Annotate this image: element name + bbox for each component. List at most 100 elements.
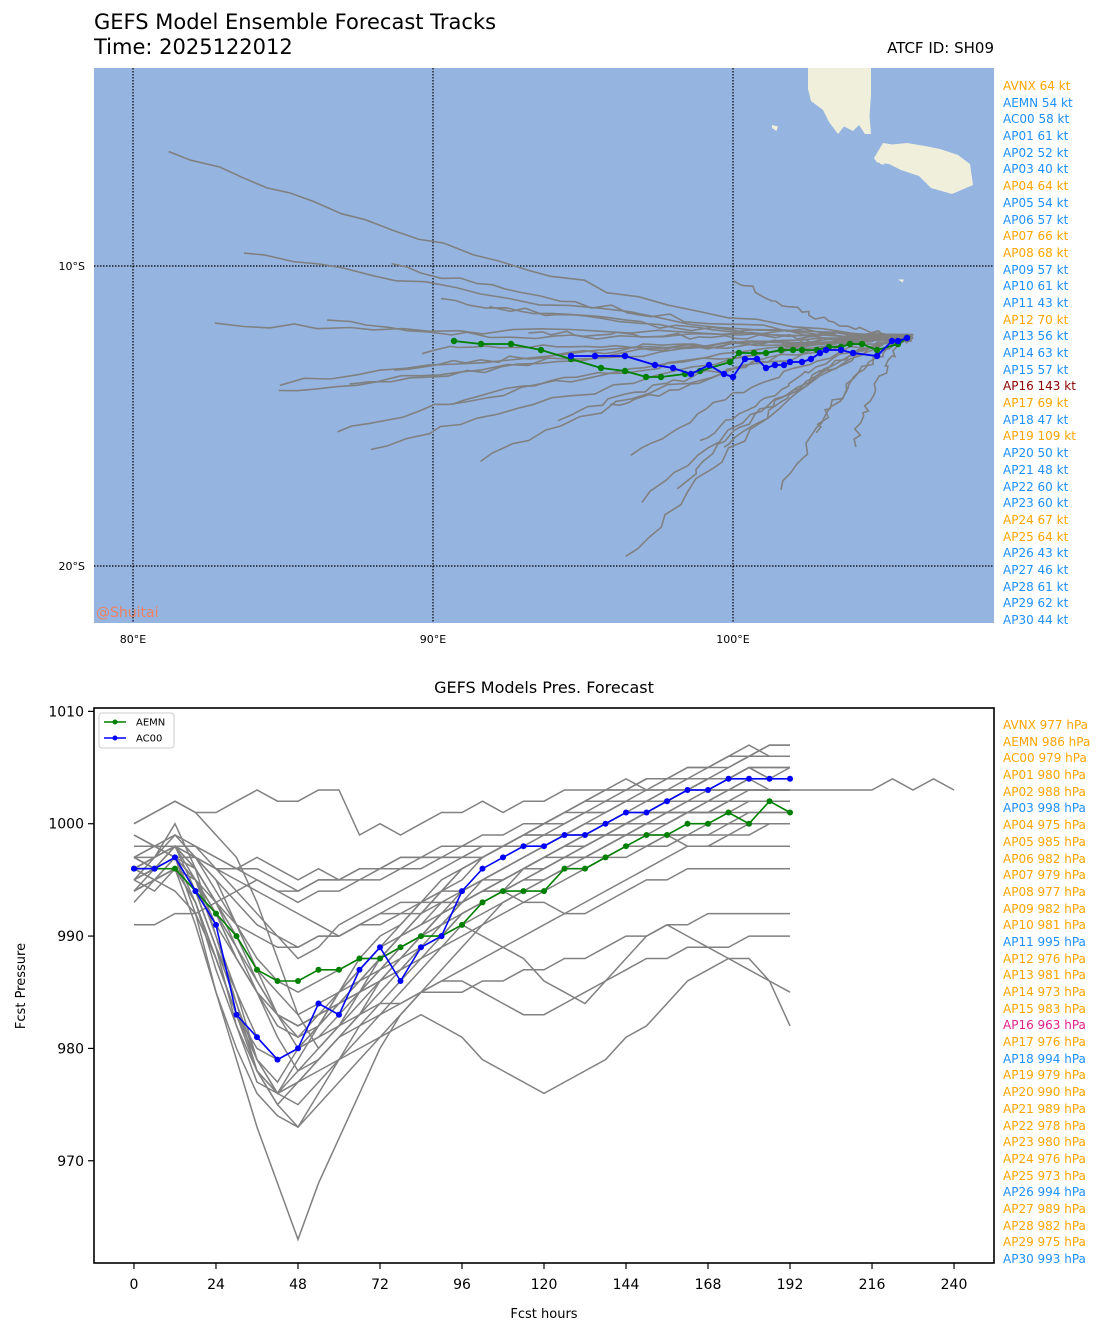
pressure-legend-entry: AP21 989 hPa: [1003, 1101, 1086, 1116]
pressure-point-ac00: [520, 843, 527, 850]
pressure-point-aemn: [664, 831, 671, 838]
pressure-point-ac00: [458, 888, 465, 895]
pressure-point-ac00: [253, 1034, 260, 1041]
pressure-legend-entry: AP30 993 hPa: [1003, 1252, 1086, 1266]
pressure-point-aemn: [458, 921, 465, 928]
intensity-legend-entry: AP12 70 kt: [1003, 312, 1069, 327]
pressure-point-aemn: [356, 955, 363, 962]
lon-tick-label: 80°E: [120, 633, 146, 646]
track-point-aemn: [777, 346, 785, 354]
watermark: @Shuitai: [96, 605, 158, 621]
track-point-aemn: [621, 367, 629, 375]
intensity-legend-entry: AP29 62 kt: [1003, 596, 1069, 611]
pressure-point-aemn: [212, 910, 219, 917]
pressure-legend-entry: AP01 980 hPa: [1003, 768, 1086, 783]
x-tick-label: 0: [130, 1277, 139, 1293]
pressure-point-aemn: [376, 955, 383, 962]
intensity-legend-entry: AP07 66 kt: [1003, 229, 1069, 244]
track-point-aemn: [750, 349, 758, 357]
track-point-aemn: [762, 349, 770, 357]
track-point-aemn: [873, 346, 881, 354]
intensity-legend-entry: AP16 143 kt: [1003, 379, 1076, 394]
map-title: GEFS Model Ensemble Forecast Tracks: [94, 10, 497, 34]
graticule: [94, 68, 994, 623]
x-tick-label: 216: [859, 1277, 886, 1293]
track-point-aemn: [477, 340, 485, 348]
track-point-ac00: [903, 334, 911, 342]
pressure-point-aemn: [294, 978, 301, 985]
pressure-legend: AEMN AC00: [98, 712, 175, 749]
intensity-legend-entry: AP26 43 kt: [1003, 546, 1069, 561]
pressure-legend-entry: AP06 982 hPa: [1003, 851, 1086, 866]
intensity-legend: AVNX 64 kt AEMN 54 kt AC00 58 kt AP01 61 kt…: [1003, 78, 1076, 629]
member-track: [279, 338, 912, 387]
intensity-legend-entry: AP28 61 kt: [1003, 579, 1069, 594]
x-tick-label: 240: [941, 1277, 968, 1293]
pressure-line-ap03: [133, 777, 955, 837]
track-point-ac00: [753, 355, 761, 363]
pressure-point-ac00: [766, 775, 773, 782]
pressure-point-aemn: [746, 820, 753, 827]
pressure-legend-entry: AP23 980 hPa: [1003, 1135, 1086, 1150]
pressure-point-ac00: [623, 809, 630, 816]
track-point-ac00: [786, 358, 794, 366]
pressure-point-ac00: [212, 921, 219, 928]
intensity-legend-entry: AP19 109 kt: [1003, 429, 1076, 444]
pressure-legend-entry: AP29 975 hPa: [1003, 1235, 1086, 1250]
pressure-point-ac00: [499, 854, 506, 861]
pressure-legend-entry: AP16 963 hPa: [1003, 1018, 1086, 1033]
x-tick-label: 168: [695, 1277, 722, 1293]
legend-marker-aemn: [112, 719, 118, 725]
pressure-point-ac00: [705, 787, 712, 794]
track-point-ac00: [816, 349, 824, 357]
y-tick-label: 990: [57, 929, 84, 945]
pressure-point-ac00: [315, 1000, 322, 1007]
pressure-point-ac00: [171, 854, 178, 861]
y-tick-label: 970: [57, 1154, 84, 1170]
intensity-legend-entry: AP14 63 kt: [1003, 346, 1069, 360]
land-islet-1: [772, 125, 778, 131]
pressure-line-ap23: [133, 856, 790, 1050]
member-track: [168, 150, 908, 341]
legend-marker-ac00: [112, 735, 118, 741]
track-point-ac00: [720, 370, 728, 378]
pressure-point-aemn: [684, 820, 691, 827]
pressure-point-ac00: [376, 944, 383, 951]
track-point-aemn: [507, 340, 515, 348]
track-point-ac00: [762, 364, 770, 372]
intensity-legend-entry: AP15 57 kt: [1003, 362, 1069, 377]
track-point-ac00: [687, 370, 695, 378]
pressure-legend-entry: AP09 982 hPa: [1003, 901, 1086, 916]
plot-frame: [93, 707, 995, 1264]
pressure-legend-entry: AP20 990 hPa: [1003, 1085, 1086, 1100]
pressure-point-aemn: [582, 865, 589, 872]
y-tick-label: 980: [57, 1041, 84, 1057]
pressure-legend-entry: AP18 994 hPa: [1003, 1051, 1086, 1066]
pressure-point-aemn: [541, 888, 547, 895]
track-point-aemn: [798, 346, 806, 354]
atcf-id: ATCF ID: SH09: [887, 39, 994, 57]
pressure-line-ap12: [133, 766, 790, 1095]
intensity-legend-entry: AP17 69 kt: [1003, 396, 1069, 411]
x-tick-label: 120: [531, 1277, 558, 1293]
intensity-legend-entry: AP06 57 kt: [1003, 212, 1069, 227]
pressure-point-ac00: [417, 944, 424, 951]
map-tick-labels: 80°E 90°E 100°E 10°S 20°S: [59, 260, 750, 646]
intensity-legend-entry: AP03 40 kt: [1003, 162, 1069, 177]
pressure-point-aemn: [561, 865, 568, 872]
land-islet-2: [880, 161, 885, 165]
pressure-legend-entry: AVNX 977 hPa: [1003, 718, 1089, 732]
pressure-point-aemn: [233, 933, 240, 940]
pressure-point-aemn: [335, 966, 342, 973]
member-track: [625, 335, 911, 557]
intensity-legend-entry: AP22 60 kt: [1003, 479, 1069, 494]
track-point-aemn: [846, 340, 854, 348]
track-point-ac00: [591, 352, 599, 360]
pressure-point-ac00: [561, 831, 568, 838]
pressure-point-aemn: [274, 978, 281, 985]
pressure-legend-entry: AC00 979 hPa: [1003, 751, 1087, 766]
pressure-point-aemn: [499, 888, 506, 895]
pressure-legend-entry: AP28 982 hPa: [1003, 1218, 1086, 1233]
pressure-point-aemn: [623, 843, 630, 850]
